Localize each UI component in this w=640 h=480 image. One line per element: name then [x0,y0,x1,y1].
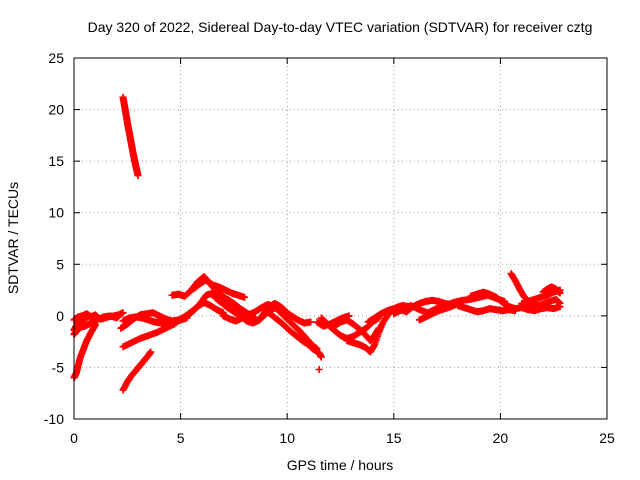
series-outlier [315,365,323,373]
data-point-marker [93,317,101,325]
series-arc-14 [260,306,325,361]
series-arc-13 [219,301,321,353]
data-point-marker [317,353,325,361]
data-point-marker [556,299,564,307]
chart-title: Day 320 of 2022, Sidereal Day-to-day VTE… [88,19,593,35]
data-point-marker [556,289,564,297]
y-tick-label: 25 [48,50,64,66]
series-arc-11 [189,276,249,301]
x-tick-label: 25 [599,430,615,446]
x-tick-label: 20 [493,430,509,446]
data-point-marker [315,365,323,373]
y-tick-label: 10 [48,205,64,221]
plot-frame [73,57,608,420]
data-point-marker [134,172,142,180]
y-tick-label: 20 [48,102,64,118]
x-tick-label: 15 [386,430,402,446]
data-point-marker [117,310,125,318]
x-tick-label: 10 [279,430,295,446]
series-arc-25 [518,295,564,310]
y-tick-label: -5 [52,359,65,375]
y-tick-label: -10 [44,411,64,427]
series-arc-4 [70,317,101,338]
data-points [70,93,564,394]
y-axis-label: SDTVAR / TECUs [5,182,21,294]
y-tick-label: 5 [56,256,64,272]
series-arc-5 [119,93,142,180]
x-tick-label: 5 [177,430,185,446]
x-tick-label: 0 [70,430,78,446]
series-arc-26 [539,283,564,297]
x-axis-label: GPS time / hours [287,457,394,473]
data-point-marker [307,318,315,326]
series-arc-6 [119,348,155,394]
data-point-marker [241,293,249,301]
y-tick-label: 0 [56,308,64,324]
series-arc-12 [211,293,315,327]
grid-lines [74,58,607,419]
y-tick-label: 15 [48,153,64,169]
tick-labels: 0 5 10 15 20 25 -10 -5 0 5 10 15 20 25 [44,50,615,446]
data-point-marker [147,348,155,356]
axis-ticks [73,57,608,420]
